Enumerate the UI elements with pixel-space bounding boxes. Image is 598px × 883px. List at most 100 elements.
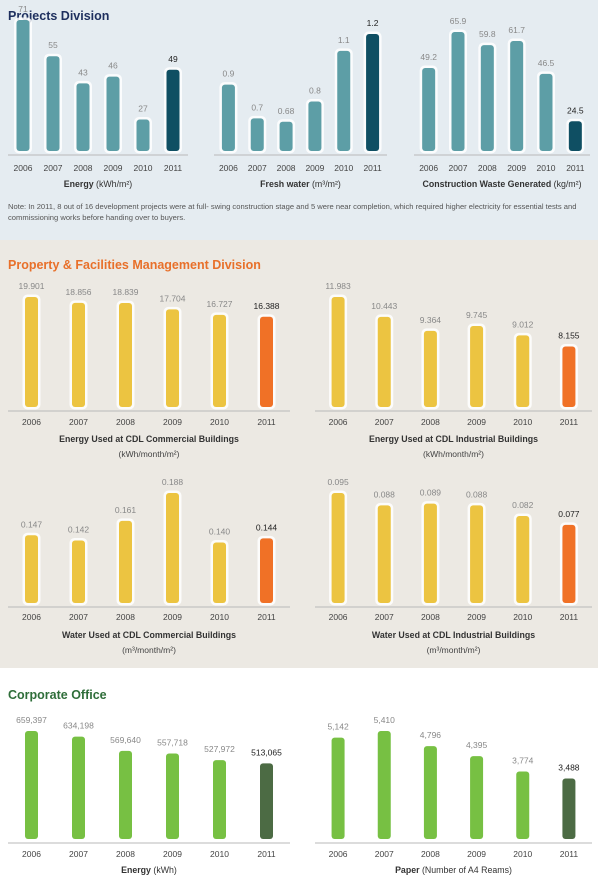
bar	[166, 69, 180, 151]
data-label: 0.161	[115, 505, 137, 515]
data-label: 527,972	[204, 744, 235, 754]
bar	[76, 83, 90, 151]
bar	[260, 538, 273, 603]
bar	[221, 84, 235, 151]
data-label: 49.2	[420, 52, 437, 62]
bar	[308, 101, 322, 151]
data-label: 5,410	[374, 715, 396, 725]
data-label: 0.142	[68, 524, 90, 534]
bar	[562, 346, 576, 407]
year-tick-label: 2007	[248, 163, 267, 173]
year-tick-label: 2006	[14, 163, 33, 173]
bar	[516, 335, 530, 407]
chart-9: 5,142 2006 5,410 2007 4,796 2008 4,395 2009 3,77…	[315, 715, 592, 875]
bar	[470, 756, 484, 839]
bar	[331, 493, 345, 603]
chart-title: Energy Used at CDL Industrial Buildings	[369, 434, 538, 444]
projects-note: Note: In 2011, 8 out of 16 development p…	[8, 202, 577, 222]
data-label: 4,395	[466, 740, 488, 750]
bar	[377, 316, 391, 407]
chart-title: Energy (kWh/m²)	[64, 179, 132, 189]
year-tick-label: 2009	[467, 612, 486, 622]
data-label: 9.745	[466, 310, 488, 320]
bar	[331, 297, 345, 407]
chart-title: Construction Waste Generated (kg/m²)	[422, 179, 581, 189]
year-tick-label: 2010	[537, 163, 556, 173]
chart-unit: (kWh/month/m²)	[423, 449, 484, 459]
data-label: 0.082	[512, 500, 534, 510]
bar	[213, 760, 226, 839]
data-label: 18.856	[66, 287, 92, 297]
data-label: 24.5	[567, 105, 584, 115]
year-tick-label: 2009	[163, 849, 182, 859]
data-label: 634,198	[63, 721, 94, 731]
bar	[72, 736, 85, 839]
bar	[72, 540, 85, 603]
chart-5: 11.983 2006 10.443 2007 9.364 2008 9.745 2009 9.…	[315, 281, 592, 459]
year-tick-label: 2011	[363, 163, 382, 173]
bar	[260, 316, 273, 407]
bar	[260, 763, 273, 839]
year-tick-label: 2009	[467, 417, 486, 427]
year-tick-label: 2006	[329, 612, 348, 622]
bar	[166, 753, 179, 839]
year-tick-label: 2010	[513, 417, 532, 427]
data-label: 0.147	[21, 519, 43, 529]
year-tick-label: 2011	[257, 849, 276, 859]
year-tick-label: 2007	[69, 417, 88, 427]
data-label: 19.901	[19, 281, 45, 291]
data-label: 0.188	[162, 477, 184, 487]
year-tick-label: 2007	[375, 417, 394, 427]
year-tick-label: 2009	[163, 612, 182, 622]
chart-2: 0.9 2006 0.7 2007 0.68 2008 0.8 2009 1.1 2010 1.2 2…	[214, 18, 387, 189]
year-tick-label: 2010	[210, 612, 229, 622]
bar	[422, 68, 436, 151]
bar	[377, 731, 391, 839]
year-tick-label: 2011	[560, 417, 579, 427]
data-label: 10.443	[371, 301, 397, 311]
data-label: 46	[108, 61, 118, 71]
bar	[562, 524, 576, 603]
year-tick-label: 2010	[513, 612, 532, 622]
data-label: 16.388	[254, 301, 280, 311]
data-label: 3,488	[558, 763, 580, 773]
bar	[119, 520, 132, 603]
bar	[106, 76, 120, 151]
year-tick-label: 2010	[210, 417, 229, 427]
property-division-title: Property & Facilities Management Divisio…	[8, 258, 261, 272]
chart-6: 0.147 2006 0.142 2007 0.161 2008 0.188 2009 0.14…	[8, 477, 290, 655]
bar	[331, 737, 345, 839]
year-tick-label: 2006	[329, 849, 348, 859]
data-label: 1.2	[367, 18, 379, 28]
chart-title: Paper (Number of A4 Reams)	[395, 865, 512, 875]
chart-unit: (m³/month/m²)	[122, 645, 176, 655]
bar	[423, 503, 437, 603]
bar	[16, 20, 30, 151]
data-label: 0.9	[223, 69, 235, 79]
chart-unit: (kWh/month/m²)	[119, 449, 180, 459]
chart-title: Fresh water (m³/m²)	[260, 179, 341, 189]
data-label: 17.704	[160, 293, 186, 303]
data-label: 9.012	[512, 319, 534, 329]
bar	[279, 121, 293, 151]
data-label: 5,142	[327, 722, 349, 732]
chart-title: Energy (kWh)	[121, 865, 177, 875]
year-tick-label: 2007	[69, 849, 88, 859]
bar	[25, 535, 38, 603]
year-tick-label: 2010	[210, 849, 229, 859]
data-label: 0.8	[309, 86, 321, 96]
data-label: 18.839	[113, 287, 139, 297]
year-tick-label: 2007	[44, 163, 63, 173]
data-label: 65.9	[450, 16, 467, 26]
corporate-office-section: Corporate Office	[0, 668, 598, 883]
data-label: 43	[78, 67, 88, 77]
year-tick-label: 2008	[116, 849, 135, 859]
bar	[470, 325, 484, 407]
data-label: 9.364	[420, 315, 442, 325]
bar	[46, 56, 60, 151]
year-tick-label: 2006	[22, 612, 41, 622]
bar	[337, 50, 351, 151]
year-tick-label: 2010	[134, 163, 153, 173]
year-tick-label: 2011	[164, 163, 183, 173]
